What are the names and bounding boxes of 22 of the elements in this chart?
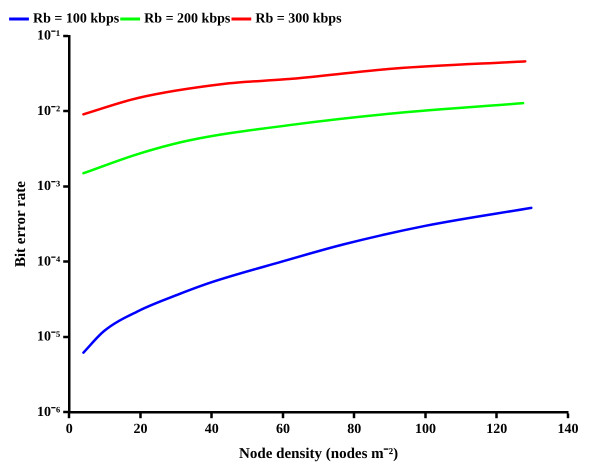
y-tick-label: 10⁻⁵ [36, 330, 60, 345]
x-tick-label: 60 [276, 422, 290, 438]
x-tick-label: 120 [486, 422, 508, 438]
y-tick-label: 10⁻⁶ [36, 404, 60, 420]
y-axis-title: Bit error rate [12, 180, 29, 268]
x-tick-label: 80 [347, 422, 362, 438]
y-tick-label: 10⁻⁴ [36, 254, 61, 270]
x-tick-label: 100 [414, 422, 436, 438]
y-tick-label: 10⁻³ [36, 179, 60, 194]
x-tick-label: 140 [558, 422, 578, 438]
line-series [82, 60, 526, 116]
legend-label: Rb = 300 kbps [255, 12, 342, 27]
y-tick-label: 10⁻² [36, 104, 60, 119]
x-tick-label: 20 [133, 422, 148, 438]
line-series [82, 206, 533, 354]
legend-label: Rb = 100 kbps [33, 12, 120, 27]
legend-label: Rb = 200 kbps [144, 12, 231, 27]
x-tick-label: 40 [204, 422, 219, 438]
line-series [82, 102, 524, 174]
x-axis-title: Node density (nodes m⁻²) [239, 446, 398, 462]
x-tick-label: 0 [66, 422, 73, 438]
y-tick-label: 10⁻¹ [36, 28, 60, 44]
